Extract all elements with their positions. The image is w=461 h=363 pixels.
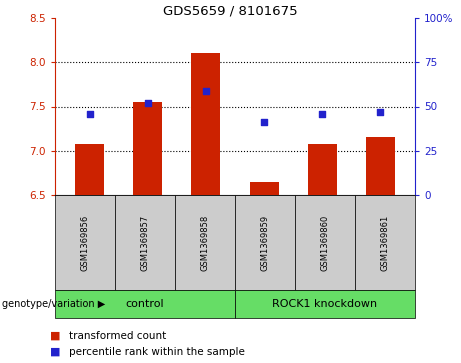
Point (260, 119, 268, 125)
Bar (133, 102, 162, 195)
Text: GSM1369859: GSM1369859 (260, 215, 270, 270)
Point (202, 88, 210, 94)
Text: GSM1369860: GSM1369860 (320, 215, 330, 271)
Text: GSM1369856: GSM1369856 (81, 215, 89, 271)
Text: GSM1369858: GSM1369858 (201, 215, 209, 271)
Bar (307, 144, 337, 195)
Text: GSM1369861: GSM1369861 (380, 215, 390, 271)
Text: GSM1369857: GSM1369857 (141, 215, 149, 271)
Text: ■: ■ (50, 347, 61, 357)
Point (319, 111, 326, 117)
Bar (75, 144, 104, 195)
Text: control: control (126, 299, 164, 309)
Text: percentile rank within the sample: percentile rank within the sample (69, 347, 245, 357)
Text: transformed count: transformed count (69, 331, 166, 341)
Bar (366, 138, 395, 195)
Text: genotype/variation ▶: genotype/variation ▶ (2, 299, 106, 309)
Point (377, 109, 384, 115)
Point (86, 111, 94, 117)
Text: ■: ■ (50, 331, 61, 341)
Bar (249, 182, 278, 195)
Text: GDS5659 / 8101675: GDS5659 / 8101675 (163, 5, 298, 18)
Bar (191, 53, 220, 195)
Point (144, 99, 152, 105)
Text: ROCK1 knockdown: ROCK1 knockdown (272, 299, 378, 309)
